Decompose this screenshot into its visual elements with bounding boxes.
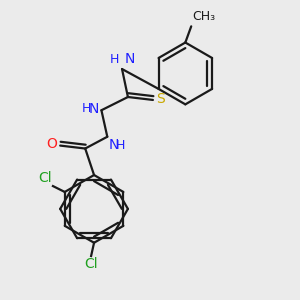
Text: H: H [116, 139, 125, 152]
Text: H: H [110, 53, 119, 66]
Text: Cl: Cl [84, 257, 98, 272]
Text: O: O [46, 137, 57, 151]
Text: Cl: Cl [38, 171, 52, 184]
Text: N: N [125, 52, 135, 66]
Text: N: N [109, 138, 119, 152]
Text: CH₃: CH₃ [193, 11, 216, 23]
Text: H: H [82, 102, 91, 115]
Text: N: N [89, 102, 99, 116]
Text: S: S [157, 92, 165, 106]
